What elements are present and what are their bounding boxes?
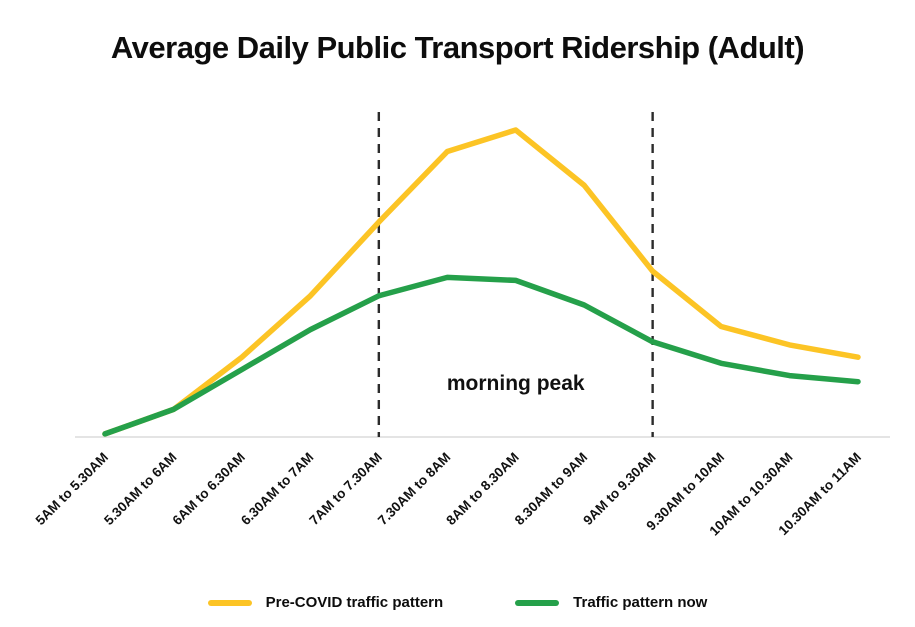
legend-item-pre-covid: Pre-COVID traffic pattern — [207, 594, 444, 611]
series-line-pre-covid-traffic-pattern — [102, 127, 861, 437]
chart-legend: Pre-COVID traffic pattern Traffic patter… — [0, 594, 915, 611]
pre-covid-line-swatch-icon — [207, 599, 252, 606]
legend-item-now: Traffic pattern now — [515, 594, 707, 611]
morning-peak-annotation: morning peak — [447, 372, 585, 395]
x-axis-label: 7.30AM to 8AM — [375, 450, 454, 529]
x-axis-label: 6AM to 6.30AM — [170, 450, 249, 529]
traffic-now-line-swatch-icon — [515, 599, 560, 606]
x-axis-label: 8.30AM to 9AM — [512, 450, 591, 529]
x-axis-label: 5.30AM to 6AM — [101, 450, 180, 529]
x-axis-label: 9AM to 9.30AM — [580, 450, 659, 529]
x-axis-label: 8AM to 8.30AM — [443, 450, 522, 529]
x-axis-label: 6.30AM to 7AM — [238, 450, 317, 529]
legend-label-pre-covid: Pre-COVID traffic pattern — [265, 594, 444, 611]
x-axis-label: 5AM to 5.30AM — [33, 450, 112, 529]
x-axis-label: 7AM to 7.30AM — [306, 450, 385, 529]
legend-label-now: Traffic pattern now — [573, 594, 708, 611]
series-line-traffic-pattern-now — [102, 274, 861, 437]
chart-title: Average Daily Public Transport Ridership… — [110, 30, 805, 65]
